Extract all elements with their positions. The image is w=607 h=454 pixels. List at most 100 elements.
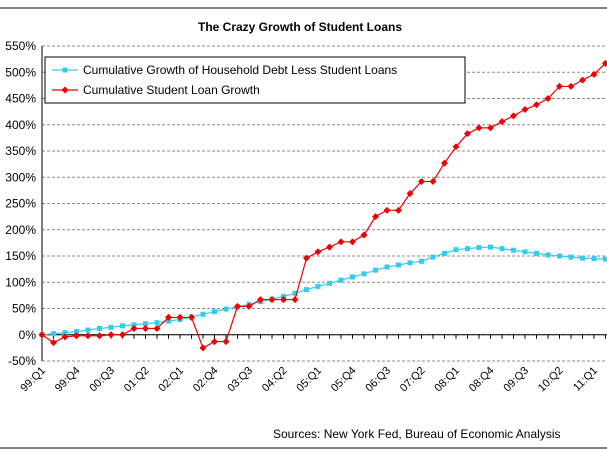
point xyxy=(120,323,125,329)
point xyxy=(304,287,309,293)
point xyxy=(165,313,172,321)
point xyxy=(234,302,241,310)
point xyxy=(579,76,586,84)
point xyxy=(62,330,68,336)
point xyxy=(510,112,517,120)
point xyxy=(327,280,332,286)
y-tick-label: 450% xyxy=(5,92,36,106)
y-tick-label: 550% xyxy=(5,39,36,53)
point xyxy=(38,331,46,339)
point xyxy=(591,256,597,262)
y-tick-label: 0% xyxy=(19,328,37,342)
point xyxy=(211,338,218,346)
point xyxy=(212,309,217,315)
point xyxy=(131,322,137,328)
point xyxy=(153,324,161,332)
point xyxy=(303,254,310,262)
point xyxy=(84,332,92,340)
point xyxy=(430,254,436,260)
y-tick-label: 350% xyxy=(5,144,36,158)
y-tick-label: -50% xyxy=(8,354,36,368)
point xyxy=(74,329,79,335)
point xyxy=(349,238,356,246)
legend-label: Cumulative Growth of Household Debt Less… xyxy=(83,63,397,77)
point xyxy=(107,331,115,339)
point xyxy=(534,250,539,256)
y-tick-label: 250% xyxy=(5,197,36,211)
point xyxy=(154,320,160,326)
point xyxy=(143,321,148,327)
point xyxy=(315,283,321,289)
legend-label: Cumulative Student Loan Growth xyxy=(83,83,260,97)
point xyxy=(326,243,333,251)
point xyxy=(441,159,448,167)
point xyxy=(602,59,607,67)
point xyxy=(73,332,80,340)
point xyxy=(557,253,562,259)
point xyxy=(453,247,459,253)
chart-title: The Crazy Growth of Student Loans xyxy=(198,20,402,34)
point xyxy=(498,118,506,126)
point xyxy=(61,333,69,341)
point xyxy=(372,213,379,221)
point xyxy=(511,247,516,253)
point xyxy=(245,302,253,310)
point xyxy=(429,177,437,185)
point xyxy=(291,296,299,304)
point xyxy=(522,249,528,255)
point xyxy=(396,262,401,268)
point xyxy=(407,260,413,266)
point xyxy=(85,327,91,333)
point xyxy=(533,101,540,109)
point xyxy=(442,250,447,256)
point xyxy=(338,277,344,283)
y-tick-label: 100% xyxy=(5,275,36,289)
point xyxy=(395,206,402,214)
point xyxy=(476,245,482,251)
point xyxy=(419,258,424,264)
y-tick-label: 400% xyxy=(5,118,36,132)
point xyxy=(223,306,229,312)
point xyxy=(200,311,206,317)
point xyxy=(360,231,368,239)
point xyxy=(176,313,184,321)
point xyxy=(544,95,552,102)
point xyxy=(568,254,574,260)
point xyxy=(361,271,367,277)
legend-marker xyxy=(62,67,68,73)
point xyxy=(337,238,345,246)
point xyxy=(418,177,425,185)
point xyxy=(499,246,505,252)
point xyxy=(383,206,391,214)
point xyxy=(142,324,149,332)
point xyxy=(350,274,355,280)
y-tick-label: 500% xyxy=(5,65,36,79)
point xyxy=(406,190,414,198)
y-tick-label: 50% xyxy=(12,302,36,316)
point xyxy=(51,331,56,337)
point xyxy=(166,318,171,324)
point xyxy=(603,256,607,262)
point xyxy=(119,331,126,339)
y-tick-label: 200% xyxy=(5,223,36,237)
point xyxy=(567,82,575,90)
point xyxy=(50,339,57,347)
point xyxy=(464,130,471,138)
point xyxy=(96,332,103,340)
source-note: Sources: New York Fed, Bureau of Economi… xyxy=(273,427,560,441)
legend-marker xyxy=(61,86,69,94)
point xyxy=(130,324,138,332)
point xyxy=(373,267,378,273)
point xyxy=(268,296,276,304)
point xyxy=(580,255,585,261)
point xyxy=(556,82,563,90)
point xyxy=(280,296,287,304)
point xyxy=(521,106,529,114)
point xyxy=(188,313,195,321)
point xyxy=(590,70,598,78)
point xyxy=(488,244,493,250)
point xyxy=(257,296,264,304)
legend-box xyxy=(44,56,466,104)
point xyxy=(108,324,114,330)
